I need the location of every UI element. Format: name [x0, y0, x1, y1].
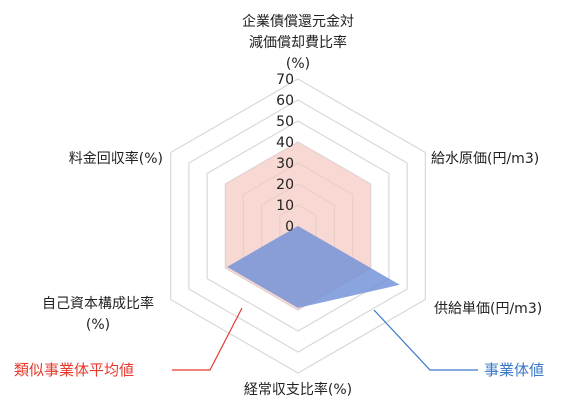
legend-leader-0: [172, 307, 243, 371]
tick-label-20: 20: [276, 177, 294, 193]
legend-leader-1: [373, 309, 478, 371]
grid-ring-50: [206, 120, 390, 332]
axis-label-2: 供給単価(円/m3): [434, 301, 542, 317]
grid-ring-60: [188, 99, 408, 353]
tick-label-70: 70: [276, 72, 294, 88]
series-layer: [225, 118, 400, 310]
tick-label-50: 50: [276, 114, 294, 130]
axis-label-4: 自己資本構成比率(%): [42, 295, 154, 333]
grid-ring-70: [170, 78, 426, 374]
axis-label-5: 料金回収率(%): [69, 150, 163, 167]
tick-label-40: 40: [276, 135, 294, 151]
tick-label-0: 0: [285, 219, 294, 235]
tick-label-60: 60: [276, 93, 294, 109]
tick-labels: 0 10 20 30 40 50 60 70: [276, 72, 294, 235]
legend-label-0: 類似事業体平均値: [14, 361, 134, 379]
tick-label-30: 30: [276, 156, 294, 172]
axis-label-1: 給水原価(円/m3): [431, 151, 539, 167]
axis-label-3: 経常収支比率(%): [244, 381, 352, 398]
legend-label-1: 事業体値: [484, 361, 544, 379]
axis-label-0: 企業債償還元金対減価償却費比率(%): [242, 13, 354, 72]
axis-labels: 企業債償還元金対減価償却費比率(%) 給水原価(円/m3) 供給単価(円/m3) 経常…: [42, 13, 542, 398]
legend: 類似事業体平均値 事業体値: [14, 307, 544, 379]
tick-label-10: 10: [276, 198, 294, 214]
series-area-1: [227, 118, 400, 308]
